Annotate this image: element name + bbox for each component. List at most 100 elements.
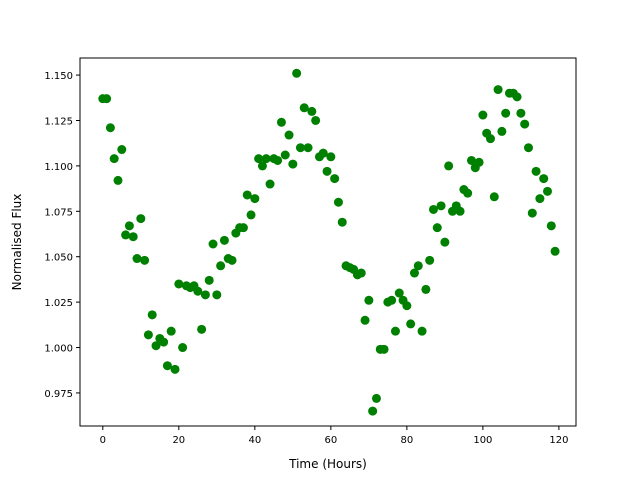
data-point bbox=[216, 261, 226, 271]
data-point bbox=[193, 286, 203, 296]
data-point bbox=[413, 261, 423, 271]
data-point bbox=[421, 284, 431, 294]
data-point bbox=[409, 268, 419, 278]
data-point bbox=[280, 150, 290, 160]
data-point bbox=[474, 157, 484, 167]
data-point bbox=[428, 204, 438, 214]
data-point bbox=[143, 330, 153, 340]
data-point bbox=[311, 115, 321, 125]
data-point bbox=[288, 159, 298, 169]
data-point bbox=[151, 341, 161, 351]
data-point bbox=[121, 230, 131, 240]
data-point bbox=[444, 161, 454, 171]
x-tick-label: 100 bbox=[473, 435, 492, 446]
data-point bbox=[436, 201, 446, 211]
data-point bbox=[227, 255, 237, 265]
data-point bbox=[379, 344, 389, 354]
y-tick-label: 1.050 bbox=[44, 253, 73, 264]
data-point bbox=[197, 324, 207, 334]
data-point bbox=[140, 255, 150, 265]
x-axis-ticks: 0 20 40 60 80 100 120 bbox=[100, 426, 568, 446]
y-tick-label: 1.025 bbox=[44, 298, 73, 309]
data-point bbox=[406, 319, 416, 329]
data-point bbox=[493, 85, 503, 95]
data-point bbox=[117, 145, 127, 155]
data-point bbox=[170, 364, 180, 374]
data-point bbox=[368, 406, 378, 416]
y-axis-ticks: 0.975 1.000 1.025 1.050 1.075 1.100 1.125 1.150 bbox=[44, 71, 80, 400]
data-point bbox=[390, 326, 400, 336]
data-point bbox=[174, 279, 184, 289]
data-point bbox=[535, 194, 545, 204]
data-point bbox=[337, 217, 347, 227]
data-point bbox=[250, 194, 260, 204]
data-point bbox=[542, 186, 552, 196]
data-point bbox=[523, 143, 533, 153]
data-point bbox=[132, 254, 142, 264]
data-point bbox=[326, 152, 336, 162]
data-point bbox=[113, 175, 123, 185]
data-point bbox=[501, 108, 511, 118]
data-point bbox=[159, 337, 169, 347]
data-point bbox=[166, 326, 176, 336]
data-point bbox=[425, 255, 435, 265]
data-point bbox=[371, 393, 381, 403]
data-point bbox=[330, 174, 340, 184]
data-point bbox=[466, 155, 476, 165]
data-point bbox=[478, 110, 488, 120]
y-tick-label: 1.125 bbox=[44, 116, 73, 127]
data-point bbox=[463, 188, 473, 198]
x-tick-label: 20 bbox=[172, 435, 185, 446]
data-point bbox=[333, 197, 343, 207]
data-point bbox=[136, 214, 146, 224]
data-point bbox=[261, 154, 271, 164]
plot-frame bbox=[79, 57, 577, 427]
data-point bbox=[200, 290, 210, 300]
data-point bbox=[254, 154, 264, 164]
y-tick-label: 1.100 bbox=[44, 162, 73, 173]
data-point bbox=[497, 126, 507, 136]
data-point bbox=[128, 232, 138, 242]
data-point bbox=[273, 155, 283, 165]
data-point bbox=[178, 343, 188, 353]
data-point bbox=[394, 288, 404, 298]
data-point bbox=[284, 130, 294, 140]
y-tick-label: 1.000 bbox=[44, 344, 73, 355]
data-point bbox=[276, 117, 286, 127]
data-point bbox=[356, 268, 366, 278]
data-point bbox=[295, 143, 305, 153]
data-point bbox=[292, 68, 302, 78]
y-tick-label: 1.075 bbox=[44, 207, 73, 218]
data-point bbox=[147, 310, 157, 320]
data-point bbox=[546, 221, 556, 231]
data-point bbox=[527, 208, 537, 218]
data-point bbox=[109, 154, 119, 164]
data-point bbox=[162, 361, 172, 371]
data-point bbox=[539, 174, 549, 184]
data-point bbox=[204, 275, 214, 285]
data-point bbox=[246, 210, 256, 220]
x-axis-label: Time (Hours) bbox=[288, 457, 367, 471]
data-point bbox=[105, 123, 115, 133]
data-point bbox=[520, 119, 530, 129]
data-point bbox=[455, 206, 465, 216]
data-point bbox=[307, 106, 317, 116]
data-point bbox=[322, 166, 332, 176]
data-point bbox=[402, 301, 412, 311]
data-point bbox=[531, 166, 541, 176]
data-point bbox=[489, 192, 499, 202]
data-point bbox=[102, 94, 112, 104]
data-point bbox=[512, 92, 522, 102]
data-point bbox=[238, 223, 248, 233]
x-tick-label: 0 bbox=[100, 435, 106, 446]
data-point bbox=[364, 295, 374, 305]
data-point bbox=[485, 134, 495, 144]
y-tick-label: 0.975 bbox=[44, 389, 73, 400]
data-point bbox=[212, 290, 222, 300]
data-point bbox=[265, 179, 275, 189]
data-point bbox=[318, 148, 328, 158]
data-points bbox=[98, 68, 560, 416]
y-tick-label: 1.150 bbox=[44, 71, 73, 82]
